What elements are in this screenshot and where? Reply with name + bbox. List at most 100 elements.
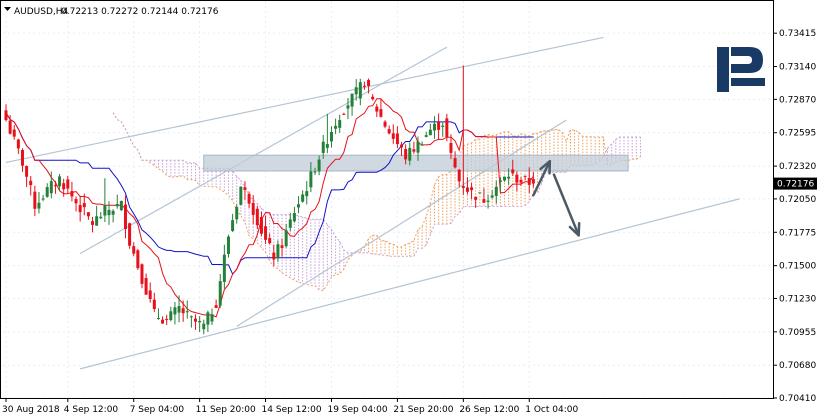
candle [412, 141, 416, 154]
candle-body [309, 171, 313, 188]
candle [45, 183, 49, 198]
candle [202, 319, 206, 335]
price-tick-label: 0.72595 [779, 129, 816, 139]
candle-body [58, 176, 62, 187]
candle-body [358, 82, 362, 99]
candle-body [412, 149, 416, 152]
candle-body [231, 220, 235, 232]
candle [86, 211, 90, 220]
candle-body [383, 121, 387, 127]
candle [379, 98, 383, 118]
forecast-arrow-shaft [532, 160, 552, 197]
candle-body [173, 307, 177, 315]
candle-body [449, 143, 453, 153]
candle [367, 78, 371, 94]
candle-body [33, 191, 37, 209]
forecast-arrows [532, 160, 581, 237]
candle-body [503, 176, 507, 181]
roboforex-r-logo-icon [717, 47, 765, 92]
candle [465, 177, 469, 195]
candle [494, 180, 498, 204]
candle [144, 273, 148, 295]
candle [338, 114, 342, 133]
candle-body [49, 181, 53, 194]
candle [511, 159, 515, 176]
candle-body [428, 129, 432, 136]
candle [400, 141, 404, 156]
candle-body [181, 308, 185, 314]
candle [523, 175, 527, 180]
candle-body [132, 246, 136, 254]
candle-body [251, 202, 255, 215]
candle [420, 141, 424, 146]
time-tick-label: 7 Sep 04:00 [130, 405, 185, 415]
candle-body [74, 199, 78, 204]
candle [181, 300, 185, 322]
candle-body [214, 305, 218, 308]
candle [301, 190, 305, 203]
candle-body [218, 281, 222, 306]
candle [288, 212, 292, 232]
candle-body [128, 223, 132, 246]
candle-body [367, 80, 371, 86]
candle [503, 176, 507, 182]
candle [498, 177, 502, 192]
time-tick-label: 11 Sep 20:00 [196, 405, 256, 415]
last-price-badge: 0.72176 [774, 177, 817, 190]
candle-body [486, 200, 490, 202]
candle [95, 205, 99, 226]
candle [173, 301, 177, 325]
dropdown-triangle-icon[interactable] [4, 7, 11, 11]
candle [486, 194, 490, 209]
candle-body [494, 186, 498, 196]
candle-body [362, 85, 366, 87]
candle [82, 193, 86, 216]
candle [210, 308, 214, 325]
candle-body [465, 187, 469, 192]
candle [49, 171, 53, 199]
candle [342, 112, 346, 115]
candle [317, 155, 321, 176]
candle-body [82, 203, 86, 208]
price-tick-label: 0.72050 [779, 195, 816, 205]
candle [91, 216, 95, 233]
channel-line [80, 198, 740, 370]
candle [20, 148, 24, 172]
candle-body [400, 144, 404, 148]
candle [231, 213, 235, 232]
tenkan-sen-line [5, 98, 534, 318]
candle-body [478, 192, 482, 194]
candle [66, 175, 70, 194]
candle [284, 223, 288, 248]
candle-body [461, 186, 465, 188]
candle [325, 113, 329, 154]
candle [527, 167, 531, 194]
candle [33, 185, 37, 217]
candle [107, 201, 111, 225]
candle-body [189, 316, 193, 318]
candle-body [119, 200, 123, 211]
candle-body [280, 245, 284, 248]
candle [404, 144, 408, 165]
candle-body [140, 264, 144, 284]
candle [99, 211, 103, 220]
candle-body [404, 149, 408, 160]
candle [41, 194, 45, 202]
candle [321, 134, 325, 159]
candle-body [194, 318, 198, 322]
candle-body [25, 166, 29, 177]
candle-body [185, 311, 189, 313]
candle-body [272, 252, 276, 260]
candle [185, 300, 189, 319]
candle [280, 238, 284, 257]
last-price-label: 0.72176 [777, 180, 814, 190]
price-tick-label: 0.73415 [779, 29, 816, 39]
candle-body [41, 198, 45, 200]
candle-body [144, 278, 148, 295]
candle-body [342, 113, 346, 115]
candle-body [437, 122, 441, 130]
candle-body [507, 176, 511, 179]
channel-line [5, 36, 604, 164]
candle [111, 209, 115, 223]
candle [119, 200, 123, 211]
